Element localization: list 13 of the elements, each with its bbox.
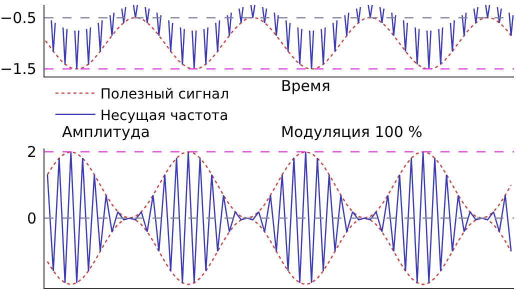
line-series — [46, 151, 512, 219]
y-axis-title: Амплитуда — [62, 123, 150, 141]
legend-label: Несущая частота — [100, 108, 228, 124]
line-series — [46, 217, 512, 286]
legend-label: Полезный сигнал — [100, 86, 230, 103]
y-tick-label: 2 — [26, 142, 36, 161]
x-axis-title: Время — [281, 77, 330, 95]
chart-title: Модуляция 100 % — [281, 123, 422, 141]
y-tick-label: 0 — [26, 209, 36, 228]
y-tick-label: −0.5 — [0, 9, 36, 28]
y-tick-label: −1.5 — [0, 60, 36, 78]
line-series — [44, 17, 514, 70]
line-series — [46, 151, 512, 284]
